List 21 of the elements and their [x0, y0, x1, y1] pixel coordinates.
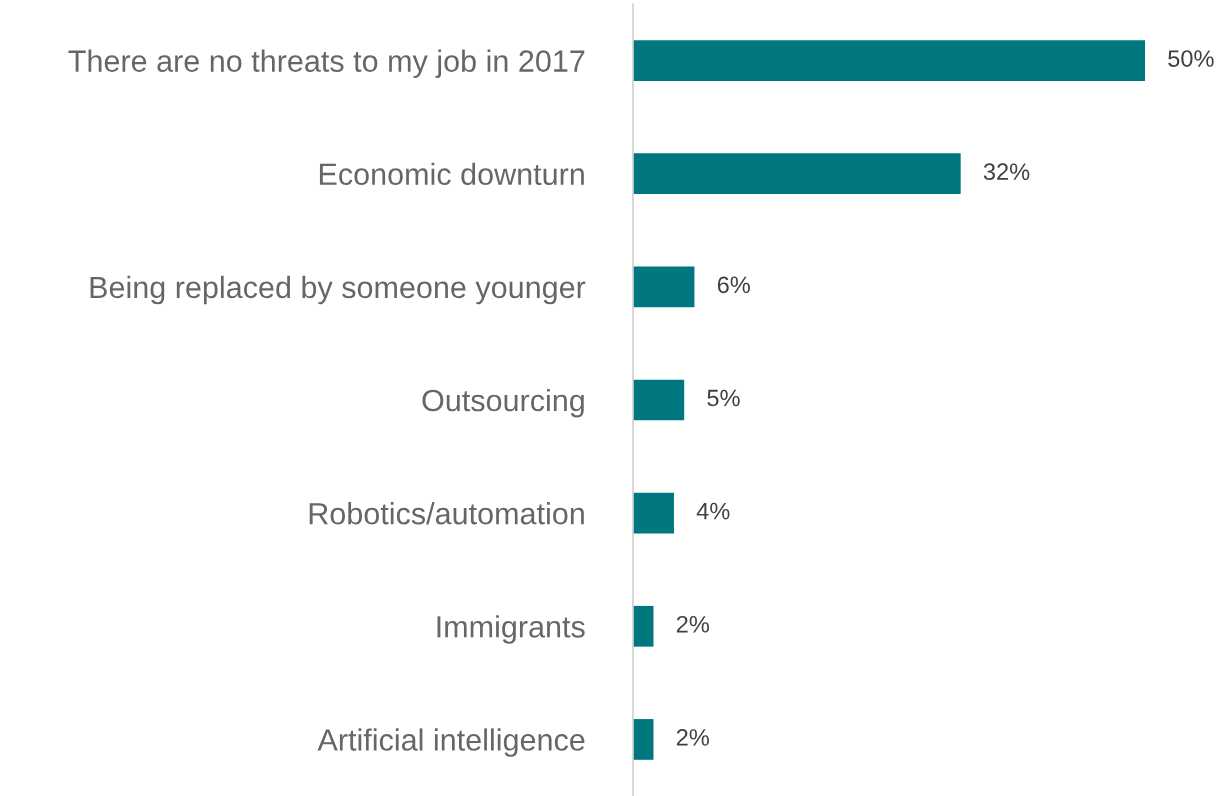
y-tick-label: Robotics/automation [309, 502, 584, 525]
data-label: 2% [676, 615, 709, 633]
y-tick-label: Immigrants [437, 615, 585, 644]
y-tick-label: Being replaced by someone younger [90, 275, 586, 305]
data-label: 32% [983, 163, 1030, 181]
bar [633, 492, 674, 534]
data-label: 50% [1168, 50, 1214, 67]
data-label: 5% [707, 389, 740, 407]
bar [633, 266, 695, 308]
y-tick-label: Economic downturn [319, 162, 584, 186]
data-label: 2% [676, 729, 709, 746]
bar [633, 605, 654, 647]
y-tick-label: There are no threats to my job in 2017 [68, 49, 585, 78]
data-label: 4% [696, 502, 730, 520]
y-tick-label: Outsourcing [422, 388, 584, 418]
bar [633, 40, 1145, 81]
bar [633, 153, 961, 195]
y-tick-label: Artificial intelligence [317, 728, 585, 757]
bar [633, 719, 654, 760]
bar [633, 379, 685, 421]
data-label: 6% [717, 276, 750, 294]
